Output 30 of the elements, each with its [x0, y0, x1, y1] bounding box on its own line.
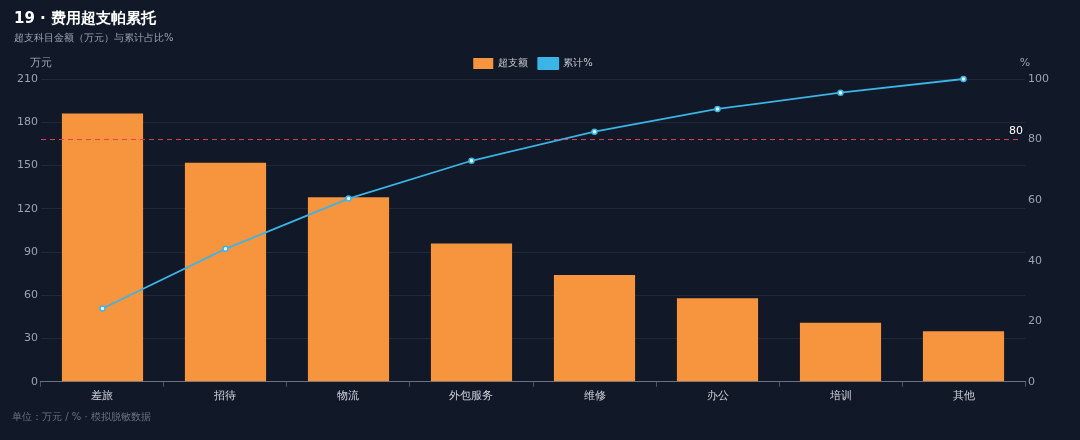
y-tick-label: 90 — [24, 244, 38, 258]
text: 单位：万元 / % · 模拟脱敏数据 — [12, 410, 151, 424]
chart-title: 19 · 费用超支帕累托 — [14, 8, 158, 27]
ref-line-label: 80 — [1009, 123, 1023, 137]
y-tick-label: 210 — [17, 71, 38, 85]
y-tick-label: 180 — [17, 115, 38, 129]
y-tick-label: 120 — [17, 201, 38, 215]
x-tick-label: 办公 — [706, 389, 729, 403]
y2-tick-label: 20 — [1028, 314, 1042, 328]
y2-tick-label: 40 — [1028, 253, 1042, 267]
legend-label: 累计% — [563, 57, 593, 69]
x-tick-label: 差旅 — [91, 389, 114, 403]
x-tick-label: 物流 — [337, 389, 360, 403]
y-tick-label: 0 — [31, 374, 38, 388]
chart-subtitle: 超支科目金额（万元）与累计占比% — [14, 31, 174, 43]
x-tick-label: 招待 — [213, 389, 237, 403]
y-tick-label: 60 — [24, 288, 38, 302]
y2-axis-title: % — [1019, 56, 1031, 70]
y2-tick-label: 0 — [1028, 374, 1035, 388]
y2-tick-label: 100 — [1028, 71, 1049, 85]
y2-tick-label: 60 — [1028, 192, 1042, 206]
x-tick-label: 培训 — [828, 389, 852, 403]
x-tick-label: 其他 — [952, 389, 975, 403]
y2-tick-label: 80 — [1028, 132, 1042, 146]
x-tick-label: 外包服务 — [449, 389, 494, 403]
y-tick-label: 30 — [24, 331, 38, 345]
legend-label: 超支额 — [498, 57, 529, 69]
y-axis-title: 万元 — [30, 56, 52, 70]
y-tick-label: 150 — [17, 158, 38, 172]
x-tick-label: 维修 — [583, 389, 606, 403]
